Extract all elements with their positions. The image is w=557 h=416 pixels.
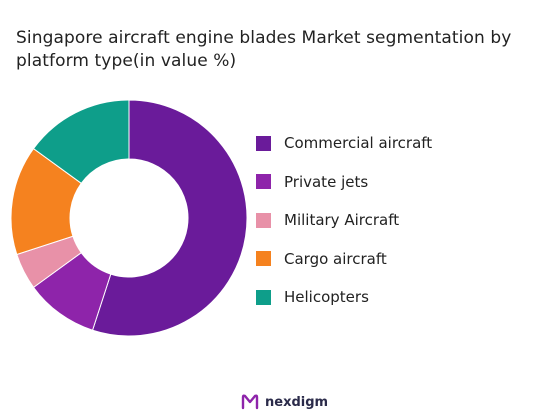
- legend-item: Cargo aircraft: [256, 249, 432, 269]
- legend-label: Commercial aircraft: [284, 134, 433, 152]
- legend-item: Private jets: [256, 172, 432, 192]
- legend-swatch: [256, 174, 271, 189]
- legend-swatch: [256, 289, 271, 305]
- legend-label: Military Aircraft: [284, 211, 400, 229]
- legend: Commercial aircraft Private jets Military …: [256, 133, 432, 326]
- chart-title: Singapore aircraft engine blades Market …: [16, 28, 512, 71]
- donut-slices: [10, 99, 248, 337]
- legend-item: Military Aircraft: [256, 210, 432, 230]
- legend-swatch: [256, 251, 271, 266]
- legend-item: Helicopters: [256, 287, 432, 307]
- legend-label: Private jets: [284, 172, 369, 191]
- nexdigm-logo: nexdigm: [240, 394, 328, 410]
- legend-label: Cargo aircraft: [284, 249, 387, 268]
- donut-slice-helicopters: [32, 99, 130, 185]
- legend-swatch: [256, 135, 271, 151]
- logo-text: nexdigm: [265, 394, 329, 410]
- legend-item: Commercial aircraft: [256, 133, 432, 153]
- donut-slice-commercial-aircraft: [91, 99, 248, 337]
- legend-swatch: [256, 212, 271, 228]
- nexdigm-logo-icon: [241, 394, 259, 410]
- legend-label: Helicopters: [284, 288, 369, 306]
